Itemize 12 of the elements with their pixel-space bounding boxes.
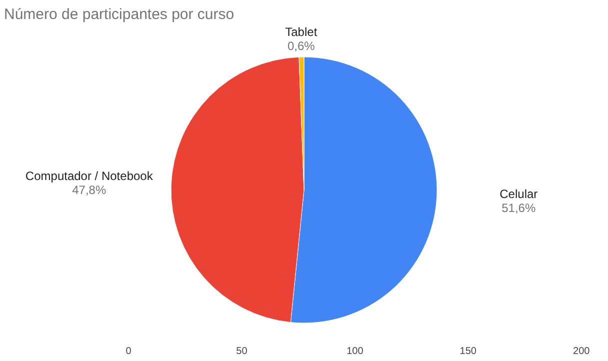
chart-title: Número de participantes por curso [4, 6, 234, 23]
data-label: 0,6% [287, 38, 316, 53]
data-label: 51,6% [502, 200, 536, 215]
slice-label: Tablet [285, 24, 318, 39]
text: 100 [346, 346, 364, 357]
slice-label: Celular [500, 186, 538, 201]
slice-label: Computador / Notebook [25, 169, 154, 184]
text: 0 [126, 346, 132, 357]
text: 150 [460, 346, 477, 357]
data-label: 47,8% [72, 183, 106, 198]
text: 200 [573, 346, 590, 357]
text: 50 [236, 346, 248, 357]
